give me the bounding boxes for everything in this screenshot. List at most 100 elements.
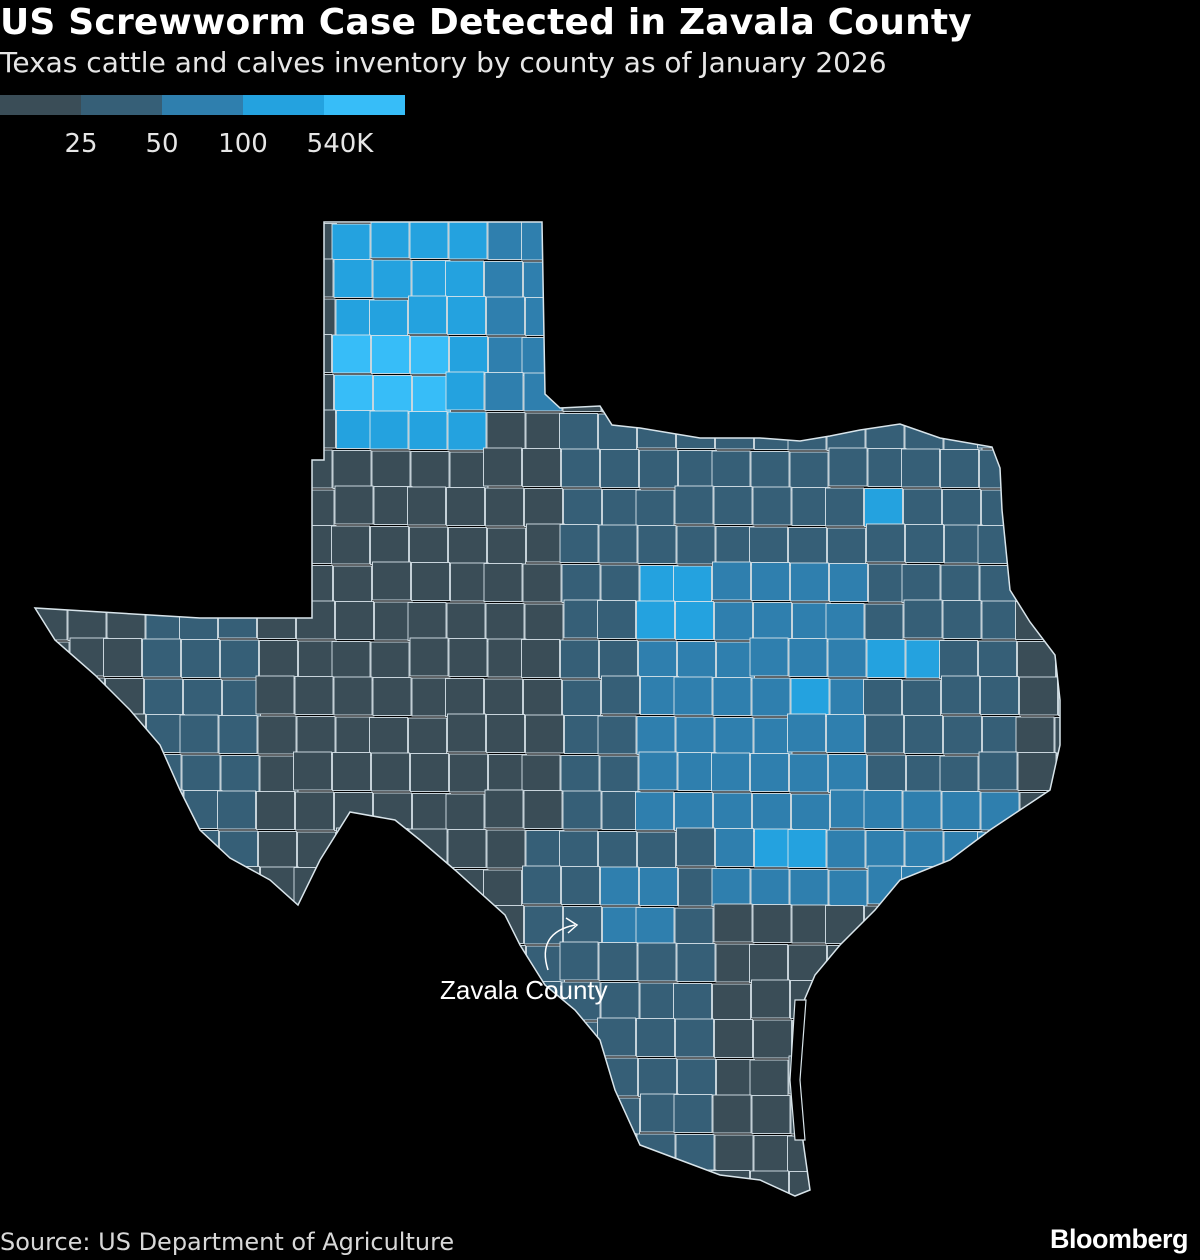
county-cell	[560, 1057, 599, 1096]
county-cell	[1015, 716, 1055, 756]
county-cell	[486, 1131, 525, 1171]
county-cell	[828, 1171, 867, 1196]
county-cell	[369, 717, 408, 756]
county-cell	[66, 793, 106, 832]
county-cell	[673, 1094, 713, 1133]
county-cell	[180, 830, 219, 869]
county-cell	[447, 713, 486, 753]
county-cell	[941, 791, 981, 830]
county-cell	[639, 867, 678, 906]
county-cell	[675, 1134, 715, 1173]
county-cell	[69, 1059, 109, 1099]
county-cell	[142, 1056, 181, 1095]
county-cell	[977, 831, 1016, 871]
county-cell	[597, 298, 637, 337]
county-cell	[106, 1020, 146, 1059]
county-cell	[255, 1097, 295, 1137]
county-cell	[142, 336, 182, 376]
county-cell	[868, 563, 907, 603]
county-cell	[35, 828, 69, 867]
county-cell	[865, 297, 904, 336]
county-cell	[410, 335, 449, 375]
county-cell	[561, 564, 601, 603]
county-cell	[1054, 1134, 1060, 1174]
county-cell	[640, 258, 679, 298]
county-cell	[221, 448, 260, 488]
county-cell	[600, 866, 639, 906]
county-cell	[1058, 1094, 1060, 1134]
county-cell	[635, 489, 675, 529]
county-cell	[373, 792, 412, 832]
county-cell	[35, 259, 66, 299]
county-cell	[35, 752, 70, 792]
county-cell	[754, 411, 793, 450]
county-cell	[560, 755, 600, 794]
county-cell	[601, 791, 641, 830]
county-cell	[751, 677, 791, 717]
county-cell	[866, 639, 906, 678]
county-cell	[939, 1057, 978, 1097]
county-cell	[104, 980, 144, 1019]
county-cell	[407, 486, 446, 526]
county-cell	[372, 1094, 412, 1134]
county-cell	[182, 563, 222, 603]
county-cell	[485, 1020, 525, 1060]
county-cell	[714, 299, 754, 339]
county-cell	[221, 564, 261, 603]
county-cell	[944, 524, 983, 564]
county-cell	[372, 983, 411, 1023]
county-cell	[35, 299, 68, 339]
county-cell	[106, 602, 146, 642]
county-cell	[333, 565, 372, 605]
county-cell	[712, 561, 751, 601]
county-cell	[259, 333, 299, 373]
county-cell	[103, 753, 143, 793]
county-cell	[144, 261, 183, 300]
county-cell	[488, 1171, 527, 1196]
county-cell	[179, 297, 219, 336]
county-cell	[825, 1020, 865, 1060]
county-cell	[106, 904, 145, 944]
county-cell	[559, 524, 599, 563]
county-cell	[298, 1058, 337, 1097]
county-cell	[522, 448, 561, 487]
county-cell	[35, 903, 67, 943]
county-cell	[828, 754, 867, 793]
county-cell	[484, 1096, 523, 1135]
county-cell	[220, 337, 260, 377]
county-cell	[35, 868, 71, 907]
county-cell	[218, 715, 258, 754]
curved-arrow-icon	[544, 924, 576, 971]
county-cell	[370, 641, 410, 681]
county-cell	[219, 941, 259, 981]
county-cell	[331, 641, 371, 680]
county-cell	[296, 298, 336, 338]
county-cell	[636, 600, 675, 640]
county-cell	[35, 375, 67, 414]
county-cell	[369, 410, 409, 450]
county-cell	[982, 716, 1021, 755]
county-cell	[903, 599, 943, 639]
county-cell	[296, 1133, 336, 1173]
county-cell	[409, 526, 448, 566]
county-cell	[220, 1172, 260, 1196]
county-cell	[863, 1096, 902, 1136]
county-cell	[675, 601, 714, 640]
legend-tick-100: 100	[218, 129, 268, 159]
county-cell	[66, 1095, 105, 1134]
county-cell	[750, 868, 790, 908]
county-cell	[676, 943, 716, 982]
county-cell	[675, 716, 715, 756]
county-cell	[677, 641, 716, 680]
county-cell	[143, 563, 183, 602]
county-cell	[408, 1135, 447, 1174]
county-cell	[106, 487, 145, 526]
county-cell	[180, 412, 219, 452]
county-cell	[258, 524, 298, 564]
county-cell	[1018, 450, 1057, 489]
county-cell	[69, 222, 109, 259]
county-cell	[258, 413, 297, 453]
county-cell	[141, 829, 180, 869]
county-cell	[217, 906, 257, 945]
county-cell	[35, 717, 68, 756]
